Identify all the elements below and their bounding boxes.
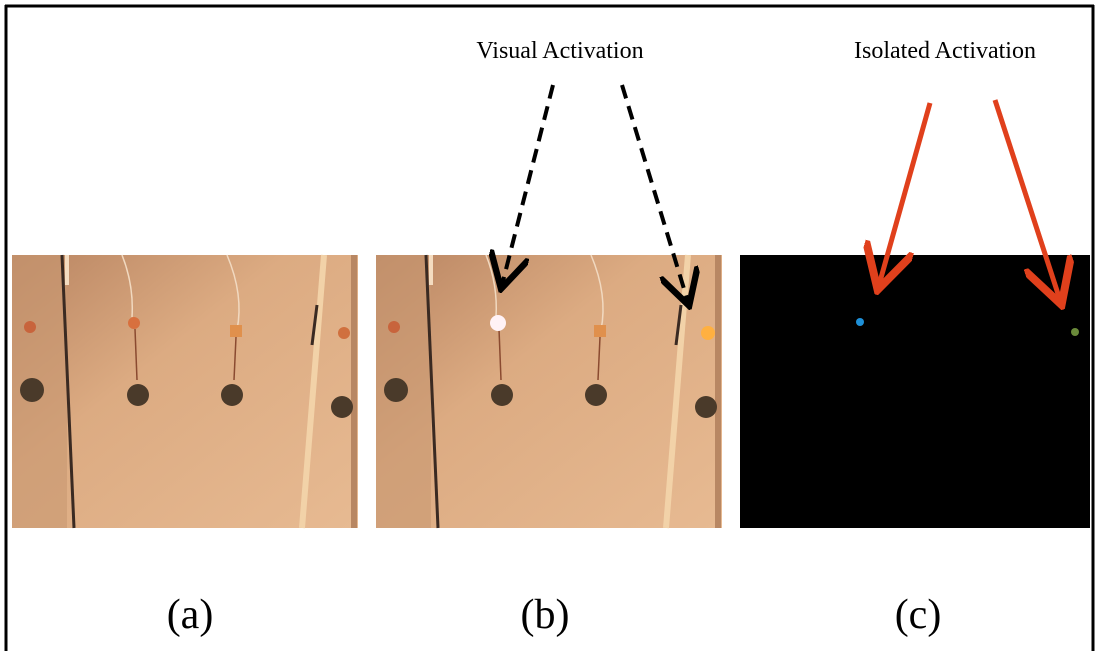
panel-label: (a) — [167, 592, 214, 638]
isolated-spot — [856, 318, 864, 326]
figure: Visual Activation Isolated Activation (a… — [0, 0, 1098, 651]
annotation: Isolated Activation — [854, 38, 1036, 64]
photo-b — [376, 255, 722, 528]
isolated-image — [740, 255, 1090, 528]
photo-a — [12, 255, 358, 528]
isolated-spot — [1071, 328, 1079, 336]
active-led — [490, 315, 506, 331]
annotation: Visual Activation — [476, 38, 643, 64]
panel-label: (b) — [521, 592, 570, 638]
panel-label: (c) — [895, 592, 942, 638]
active-led — [701, 326, 715, 340]
